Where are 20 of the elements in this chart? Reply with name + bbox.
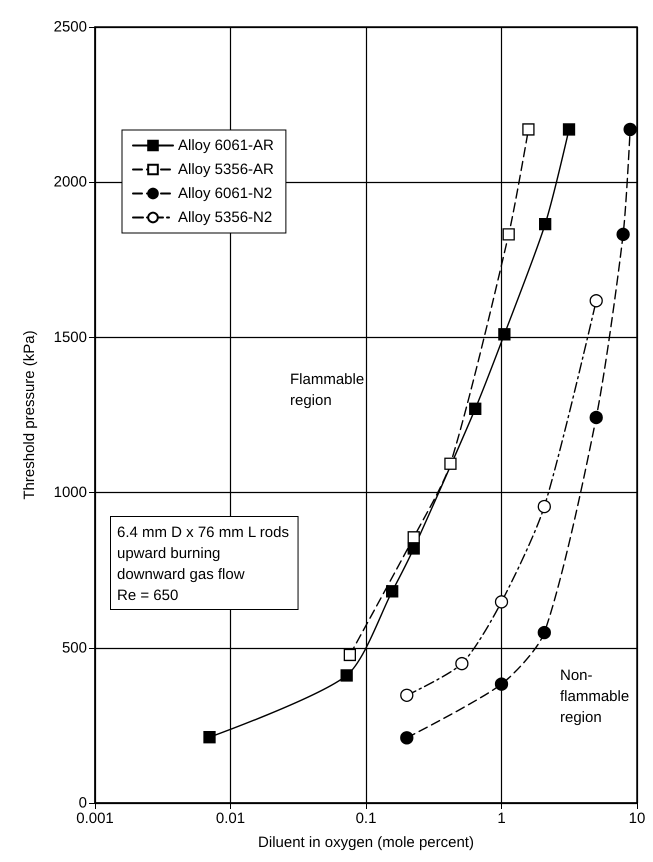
x-tick-label: 0.001 (76, 810, 114, 827)
x-axis-title: Diluent in oxygen (mole percent) (258, 834, 474, 851)
legend-label: Alloy 6061-AR (178, 137, 274, 154)
x-tick-label: 0.1 (356, 810, 376, 827)
y-tick-label: 2500 (54, 18, 87, 36)
y-axis-title: Threshold pressure (kPa) (21, 330, 38, 500)
annotation: 6.4 mm D x 76 mm L rods upward burning downward gas flow Re = 650 (117, 524, 289, 604)
annotation: Flammable region (290, 371, 364, 409)
y-tick-label: 0 (78, 794, 87, 812)
annotation: Non- flammable region (560, 667, 630, 726)
legend-label: Alloy 6061-N2 (178, 185, 272, 202)
legend-label: Alloy 5356-AR (178, 161, 274, 178)
y-tick-label: 1000 (54, 484, 87, 502)
legend-label: Alloy 5356-N2 (178, 209, 272, 226)
y-tick-label: 1500 (54, 328, 87, 346)
y-tick-label: 2000 (54, 174, 87, 191)
x-tick-label: 1 (497, 810, 506, 827)
x-tick-label: 0.01 (216, 810, 246, 827)
x-tick-label: 10 (628, 810, 646, 827)
y-tick-label: 500 (62, 639, 87, 656)
